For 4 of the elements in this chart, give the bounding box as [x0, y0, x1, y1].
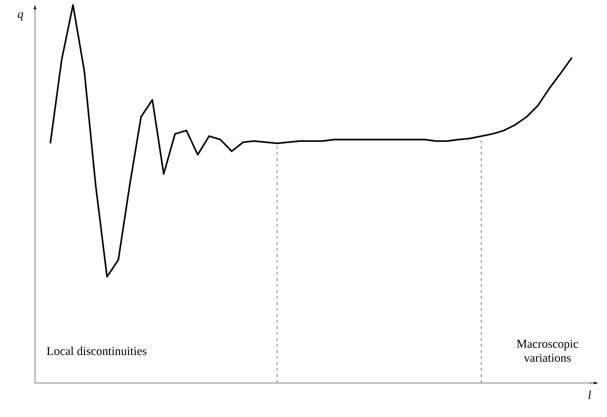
x-axis-title: l [588, 390, 591, 399]
annotation: Local discontinuities [46, 346, 146, 356]
annotation: Macroscopic variations [516, 340, 578, 362]
y-axis-title: q [18, 12, 24, 20]
